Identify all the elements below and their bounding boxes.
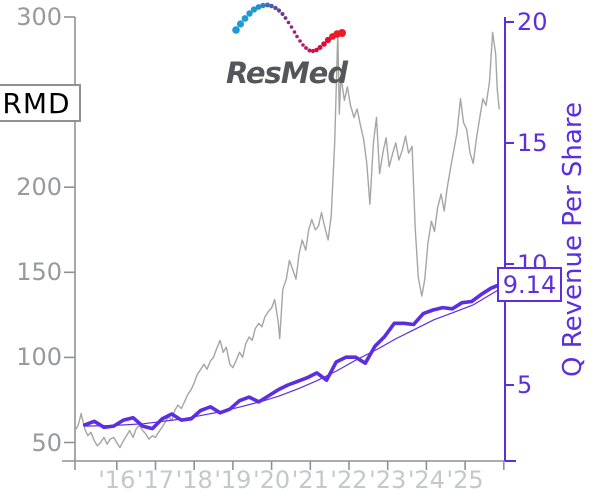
latest-revenue-value: 9.14 <box>502 270 557 299</box>
revenue-per-share-trend-line <box>84 288 500 427</box>
resmed-logo-dot <box>289 25 294 29</box>
resmed-logo-dot <box>304 46 308 50</box>
right-axis-tick-label: 20 <box>517 8 548 36</box>
right-axis-tick-label: 5 <box>517 371 533 399</box>
left-axis-tick-label: 150 <box>16 258 62 287</box>
resmed-logo-dot <box>276 8 282 13</box>
x-axis-tick-label: '19 <box>214 466 252 494</box>
resmed-logo-dot <box>307 48 312 53</box>
resmed-logo-dot <box>292 30 297 34</box>
resmed-logo-dot <box>310 48 316 54</box>
ticker-label-box: RMD <box>0 84 81 122</box>
x-axis-tick-label: '24 <box>407 466 445 494</box>
x-axis-tick-label: '17 <box>136 466 175 494</box>
resmed-logo-dot <box>273 5 278 11</box>
resmed-logo-dot <box>338 29 346 37</box>
left-axis-tick-label: 300 <box>16 3 62 31</box>
resmed-logo-text: ResMed <box>226 56 348 90</box>
right-axis-title: Q Revenue Per Share <box>558 102 588 378</box>
resmed-logo-dot <box>232 26 240 34</box>
resmed-logo-dot <box>246 10 253 17</box>
right-axis-tick-label: 15 <box>517 129 548 157</box>
resmed-logo-dot <box>255 4 262 10</box>
resmed-logo-dot <box>317 45 323 50</box>
x-axis-tick-label: '21 <box>291 466 329 494</box>
resmed-logo-dot <box>265 2 270 8</box>
x-axis-tick-label: '20 <box>253 466 291 494</box>
left-axis-tick-label: 100 <box>16 343 62 372</box>
resmed-logo-dot <box>283 16 288 20</box>
rmd-stock-price-line <box>74 31 500 449</box>
resmed-logo-dot <box>250 6 258 13</box>
resmed-logo-dot <box>314 47 319 53</box>
resmed-logo-dot <box>269 3 274 9</box>
ticker-text: RMD <box>2 86 71 120</box>
x-axis-tick-label: '23 <box>369 466 407 494</box>
resmed-logo-dot <box>321 41 327 47</box>
resmed-logo-dot <box>236 20 245 28</box>
resmed-logo-dot <box>280 12 285 16</box>
resmed-logo-dot <box>301 43 305 47</box>
latest-revenue-annotation-box: 9.14 <box>497 267 562 303</box>
resmed-logo-dot <box>324 36 332 44</box>
resmed-logo-dot <box>241 15 249 22</box>
resmed-logo-dot <box>260 2 266 9</box>
resmed-logo-dot <box>286 20 291 25</box>
x-axis-tick-label: '18 <box>175 466 213 494</box>
left-axis-tick-label: 50 <box>31 428 62 457</box>
resmed-logo-dot <box>298 39 302 43</box>
x-axis-tick-label: '16 <box>98 466 136 494</box>
x-axis-tick-label: '25 <box>446 466 484 494</box>
quarterly-revenue-per-share-line <box>82 282 502 431</box>
resmed-logo-dot <box>295 34 299 39</box>
left-axis-tick-label: 200 <box>16 173 62 202</box>
x-axis-tick-label: '22 <box>330 466 368 494</box>
